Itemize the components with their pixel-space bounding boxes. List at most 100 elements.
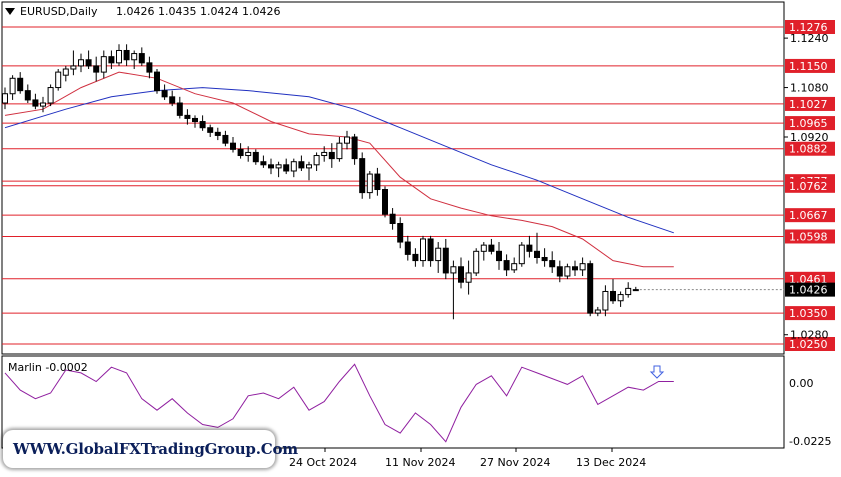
candle: [397, 217, 404, 249]
candle: [435, 242, 442, 273]
indicator-scale-min: -0.0225: [789, 435, 831, 448]
candle: [344, 130, 350, 150]
candle: [488, 238, 495, 255]
marlin-oscillator-line: [4, 363, 674, 443]
bear-candle-body: [534, 250, 540, 258]
current-price-box: [785, 282, 835, 297]
level-price-label: 1.1276: [789, 21, 828, 34]
bear-candle-body: [85, 59, 92, 67]
candle: [70, 50, 77, 76]
collapse-triangle-icon[interactable]: [5, 8, 15, 15]
candle: [47, 84, 54, 107]
bear-candle-body: [442, 247, 449, 274]
candle: [420, 235, 426, 267]
bear-candle-body: [93, 65, 100, 73]
bull-candle-body: [55, 71, 62, 89]
bear-candle-body: [176, 102, 183, 116]
candle: [625, 282, 632, 298]
candle: [100, 50, 107, 79]
bear-candle-body: [496, 250, 502, 262]
level-price-label: 1.0250: [789, 338, 828, 351]
bear-candle-body: [397, 223, 404, 243]
bear-candle-body: [556, 266, 563, 277]
bear-candle-body: [374, 173, 381, 191]
level-price-label: 1.0882: [789, 143, 828, 156]
candle: [572, 260, 578, 277]
candle: [252, 149, 259, 165]
level-price-box: [785, 178, 835, 193]
candle: [511, 257, 518, 273]
candle: [17, 72, 24, 94]
horizontal-levels: 1.12761.11501.10271.09651.08821.07771.07…: [2, 20, 835, 351]
bear-candle-body: [610, 290, 616, 302]
bull-candle-body: [564, 266, 571, 277]
candle: [587, 260, 594, 317]
bear-candle-body: [146, 62, 153, 73]
candle: [176, 96, 183, 119]
bear-candle-body: [214, 131, 221, 136]
bull-candle-body: [306, 164, 312, 169]
level-price-box: [785, 337, 835, 351]
candle: [359, 152, 366, 199]
bull-candle-body: [579, 263, 586, 271]
bear-candle-body: [503, 260, 510, 271]
candle: [161, 84, 168, 100]
bull-candle-body: [602, 290, 609, 311]
candle: [374, 167, 381, 196]
level-price-box: [785, 141, 835, 156]
candle: [442, 238, 449, 280]
bull-candle-body: [9, 77, 16, 95]
candle: [541, 248, 548, 267]
bull-candle-body: [275, 164, 282, 169]
bull-candle-body: [116, 49, 122, 64]
bear-candle-body: [17, 77, 24, 92]
candle: [2, 87, 8, 110]
level-price-label: 1.0762: [789, 180, 828, 193]
bull-candle-body: [290, 161, 297, 172]
indicator-scale-zero: 0.00: [789, 377, 814, 390]
candle: [123, 44, 130, 66]
current-price-label: 1.0426: [789, 284, 828, 297]
bear-candle-body: [389, 213, 396, 225]
candle: [389, 208, 396, 230]
moving-averages: [4, 71, 674, 268]
level-price-label: 1.0667: [789, 209, 828, 222]
candle: [602, 285, 609, 317]
down-arrow-icon: [649, 365, 665, 379]
candle: [313, 152, 320, 171]
price-tick-label: 1.1080: [790, 82, 829, 95]
candle: [610, 279, 616, 304]
fast-moving-average-line: [4, 71, 674, 268]
bull-candle-body: [473, 250, 480, 274]
candle: [131, 50, 138, 70]
candle: [9, 75, 16, 100]
bear-candle-body: [108, 56, 115, 64]
candle: [473, 248, 480, 277]
candle: [518, 242, 525, 267]
level-price-label: 1.0350: [789, 307, 828, 320]
date-tick-label: 24 Oct 2024: [289, 456, 357, 469]
candle: [146, 56, 153, 79]
bear-candle-body: [488, 244, 495, 252]
candle: [336, 136, 343, 162]
bear-candle-body: [260, 161, 267, 166]
candle: [534, 232, 540, 264]
date-axis: 24 Oct 2024 11 Nov 2024 27 Nov 2024 13 Dec …: [289, 448, 646, 469]
bull-candle-body: [336, 142, 343, 160]
slow-moving-average-line: [4, 87, 674, 234]
candle: [222, 130, 229, 147]
indicator-label: Marlin -0.0002: [8, 361, 88, 374]
bear-candle-body: [404, 241, 411, 255]
candle: [549, 251, 556, 273]
watermark-banner: WWW.GlobalFXTradingGroup.Com: [3, 430, 298, 468]
candle: [465, 260, 472, 295]
candle: [245, 146, 252, 162]
bear-candle-body: [412, 253, 419, 262]
candle: [169, 90, 176, 107]
bull-candle-body: [344, 136, 350, 144]
candle: [632, 286, 639, 292]
bull-candle-body: [632, 289, 639, 292]
level-price-box: [785, 20, 835, 34]
